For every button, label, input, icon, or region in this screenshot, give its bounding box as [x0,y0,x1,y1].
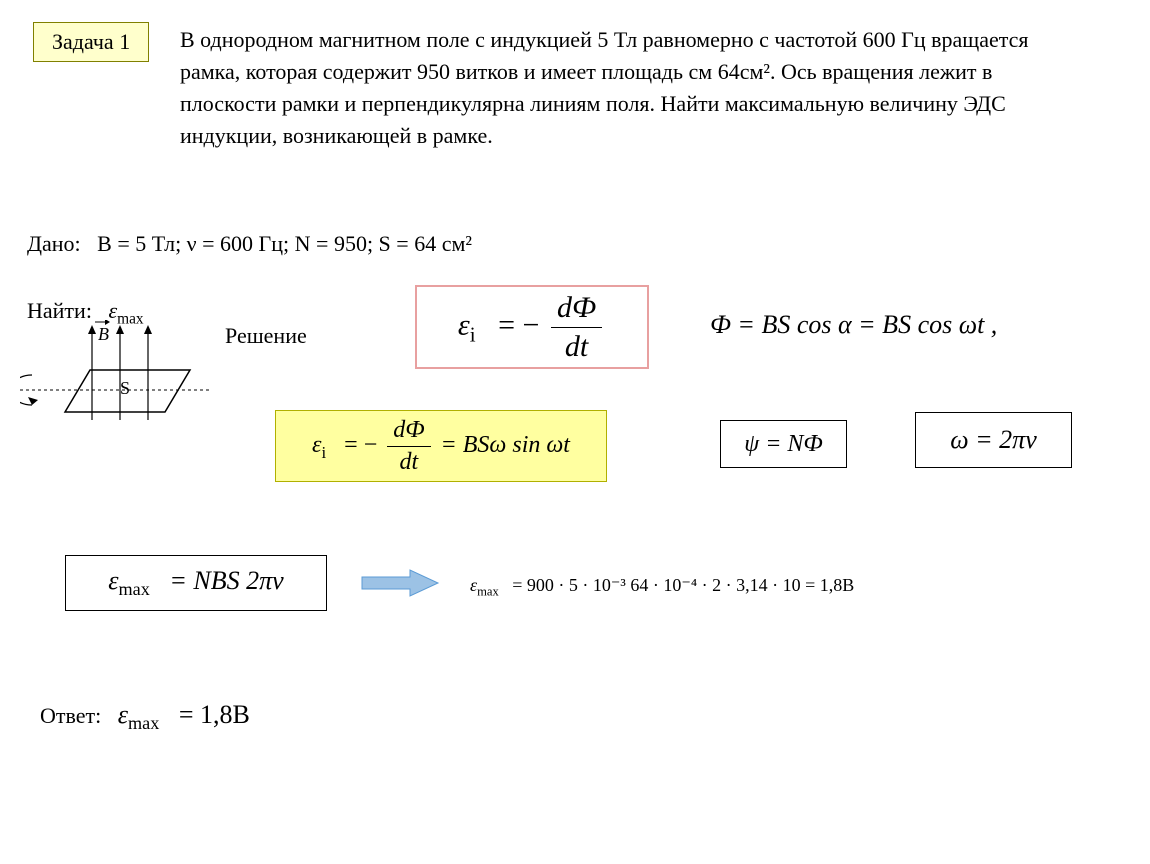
f3-num: dФ [387,417,430,447]
f6-sub: max [119,579,150,599]
answer-val: = 1,8B [179,700,250,729]
solution-label: Решение [225,320,307,352]
formula-emax: εmax = NBS 2πν [65,555,327,611]
f1-num: dФ [551,291,602,328]
calculation-line: εmax = 900 · 5 · 10⁻³ 64 · 10⁻⁴ · 2 · 3,… [470,575,854,600]
f6-rhs: = NBS 2πν [169,566,283,595]
calc-sub: max [477,585,499,599]
answer-label: Ответ: [40,703,101,728]
f1-den: dt [559,328,594,364]
f3-den: dt [394,447,425,476]
f3-eq1: = − [344,432,377,458]
answer-line: Ответ: εmax = 1,8B [40,700,250,734]
task-label: Задача 1 [52,29,130,54]
answer-sym: ε [118,700,128,729]
f1-eq: = − [498,308,539,341]
f4-text: ψ = NФ [744,431,822,458]
formula-flux: Ф = BS cos α = BS cos ωt , [710,310,997,340]
task-label-box: Задача 1 [33,22,149,62]
f1-lhs-sub: i [470,322,476,346]
f3-rhs: = BSω sin ωt [441,432,570,458]
given-label: Дано: [27,231,81,256]
given-text: B = 5 Тл; ν = 600 Гц; N = 950; S = 64 см… [97,231,472,256]
diagram-b-label: B [98,324,109,345]
answer-sub: max [128,713,159,733]
f3-lhs-sub: i [321,442,326,461]
formula-emf-derivative: εi = − dФ dt [415,285,649,369]
f5-text: ω = 2πν [950,425,1036,455]
problem-text: В однородном магнитном поле с индукцией … [180,24,1040,152]
formula-flux-linkage: ψ = NФ [720,420,847,468]
f1-lhs-sym: ε [458,308,470,341]
calc-text: = 900 · 5 · 10⁻³ 64 · 10⁻⁴ · 2 · 3,14 · … [512,575,854,595]
rotating-frame-diagram: B S [20,320,210,440]
formula-emf-expanded: εi = − dФ dt = BSω sin ωt [275,410,607,482]
formula-angular-freq: ω = 2πν [915,412,1072,468]
f6-sym: ε [108,566,118,595]
given-line: Дано: B = 5 Тл; ν = 600 Гц; N = 950; S =… [27,228,727,260]
arrow-icon [360,568,440,598]
diagram-s-label: S [120,378,130,399]
